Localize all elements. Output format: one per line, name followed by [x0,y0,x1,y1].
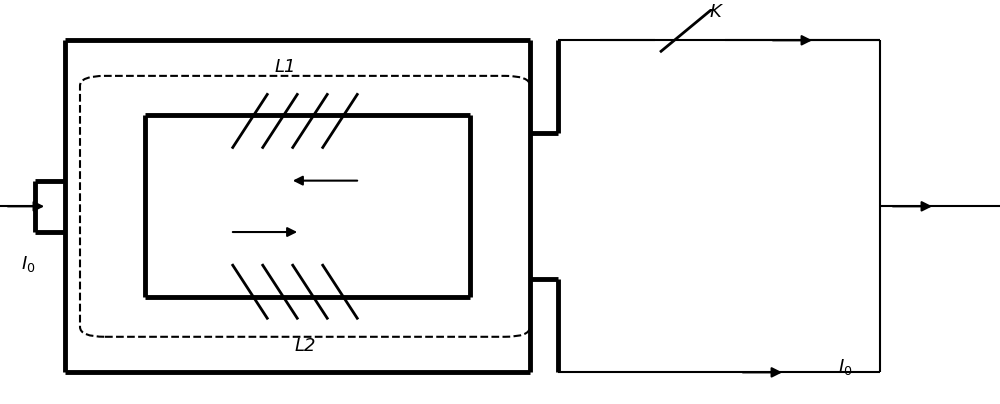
Text: L1: L1 [274,58,296,76]
Text: L2: L2 [294,337,316,355]
Text: K: K [709,2,721,21]
Text: $I_0$: $I_0$ [838,357,852,377]
Text: $I_0$: $I_0$ [21,254,35,274]
